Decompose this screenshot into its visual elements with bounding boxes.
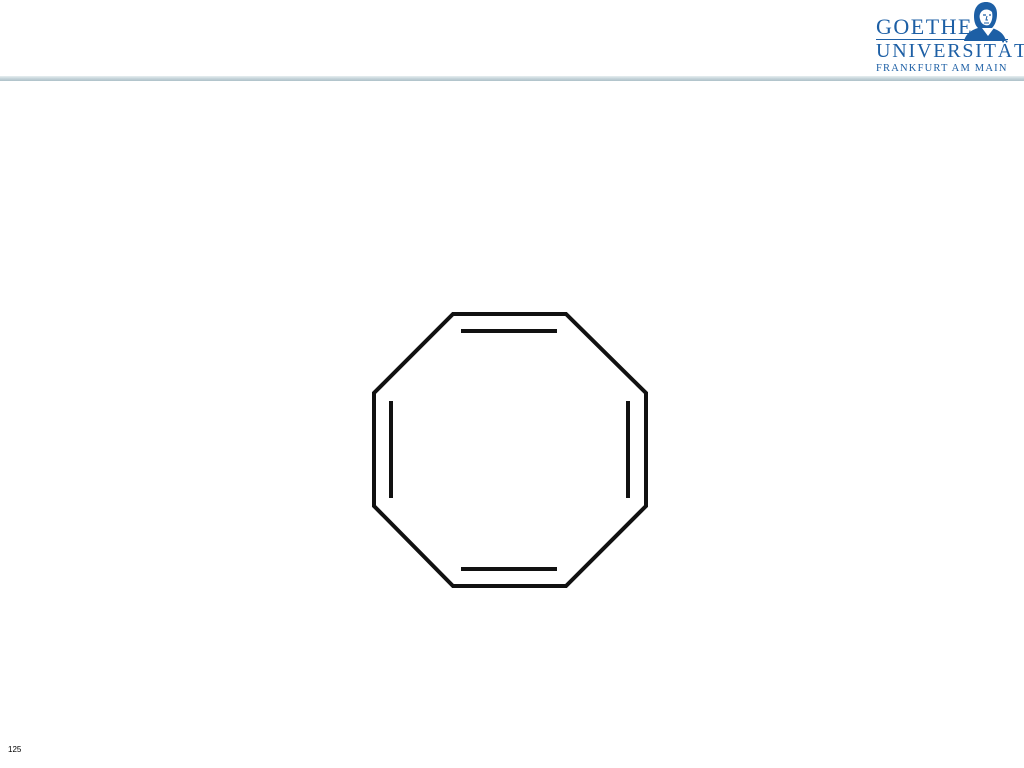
page-number: 125 bbox=[8, 745, 22, 754]
logo-divider-line bbox=[876, 39, 1008, 40]
logo-goethe-text: GOETHE bbox=[876, 14, 973, 39]
ring-outline bbox=[372, 312, 648, 588]
logo-city-text: FRANKFURT AM MAIN bbox=[876, 63, 1008, 74]
goethe-portrait-icon bbox=[964, 2, 1006, 41]
university-logo: GOETHE UNIVERSITÄT FRANKFURT AM MAIN bbox=[868, 0, 1024, 76]
cyclooctatetraene-structure bbox=[372, 312, 648, 588]
header-divider bbox=[0, 76, 1024, 81]
logo-universitaet-text: UNIVERSITÄT bbox=[876, 40, 1024, 62]
